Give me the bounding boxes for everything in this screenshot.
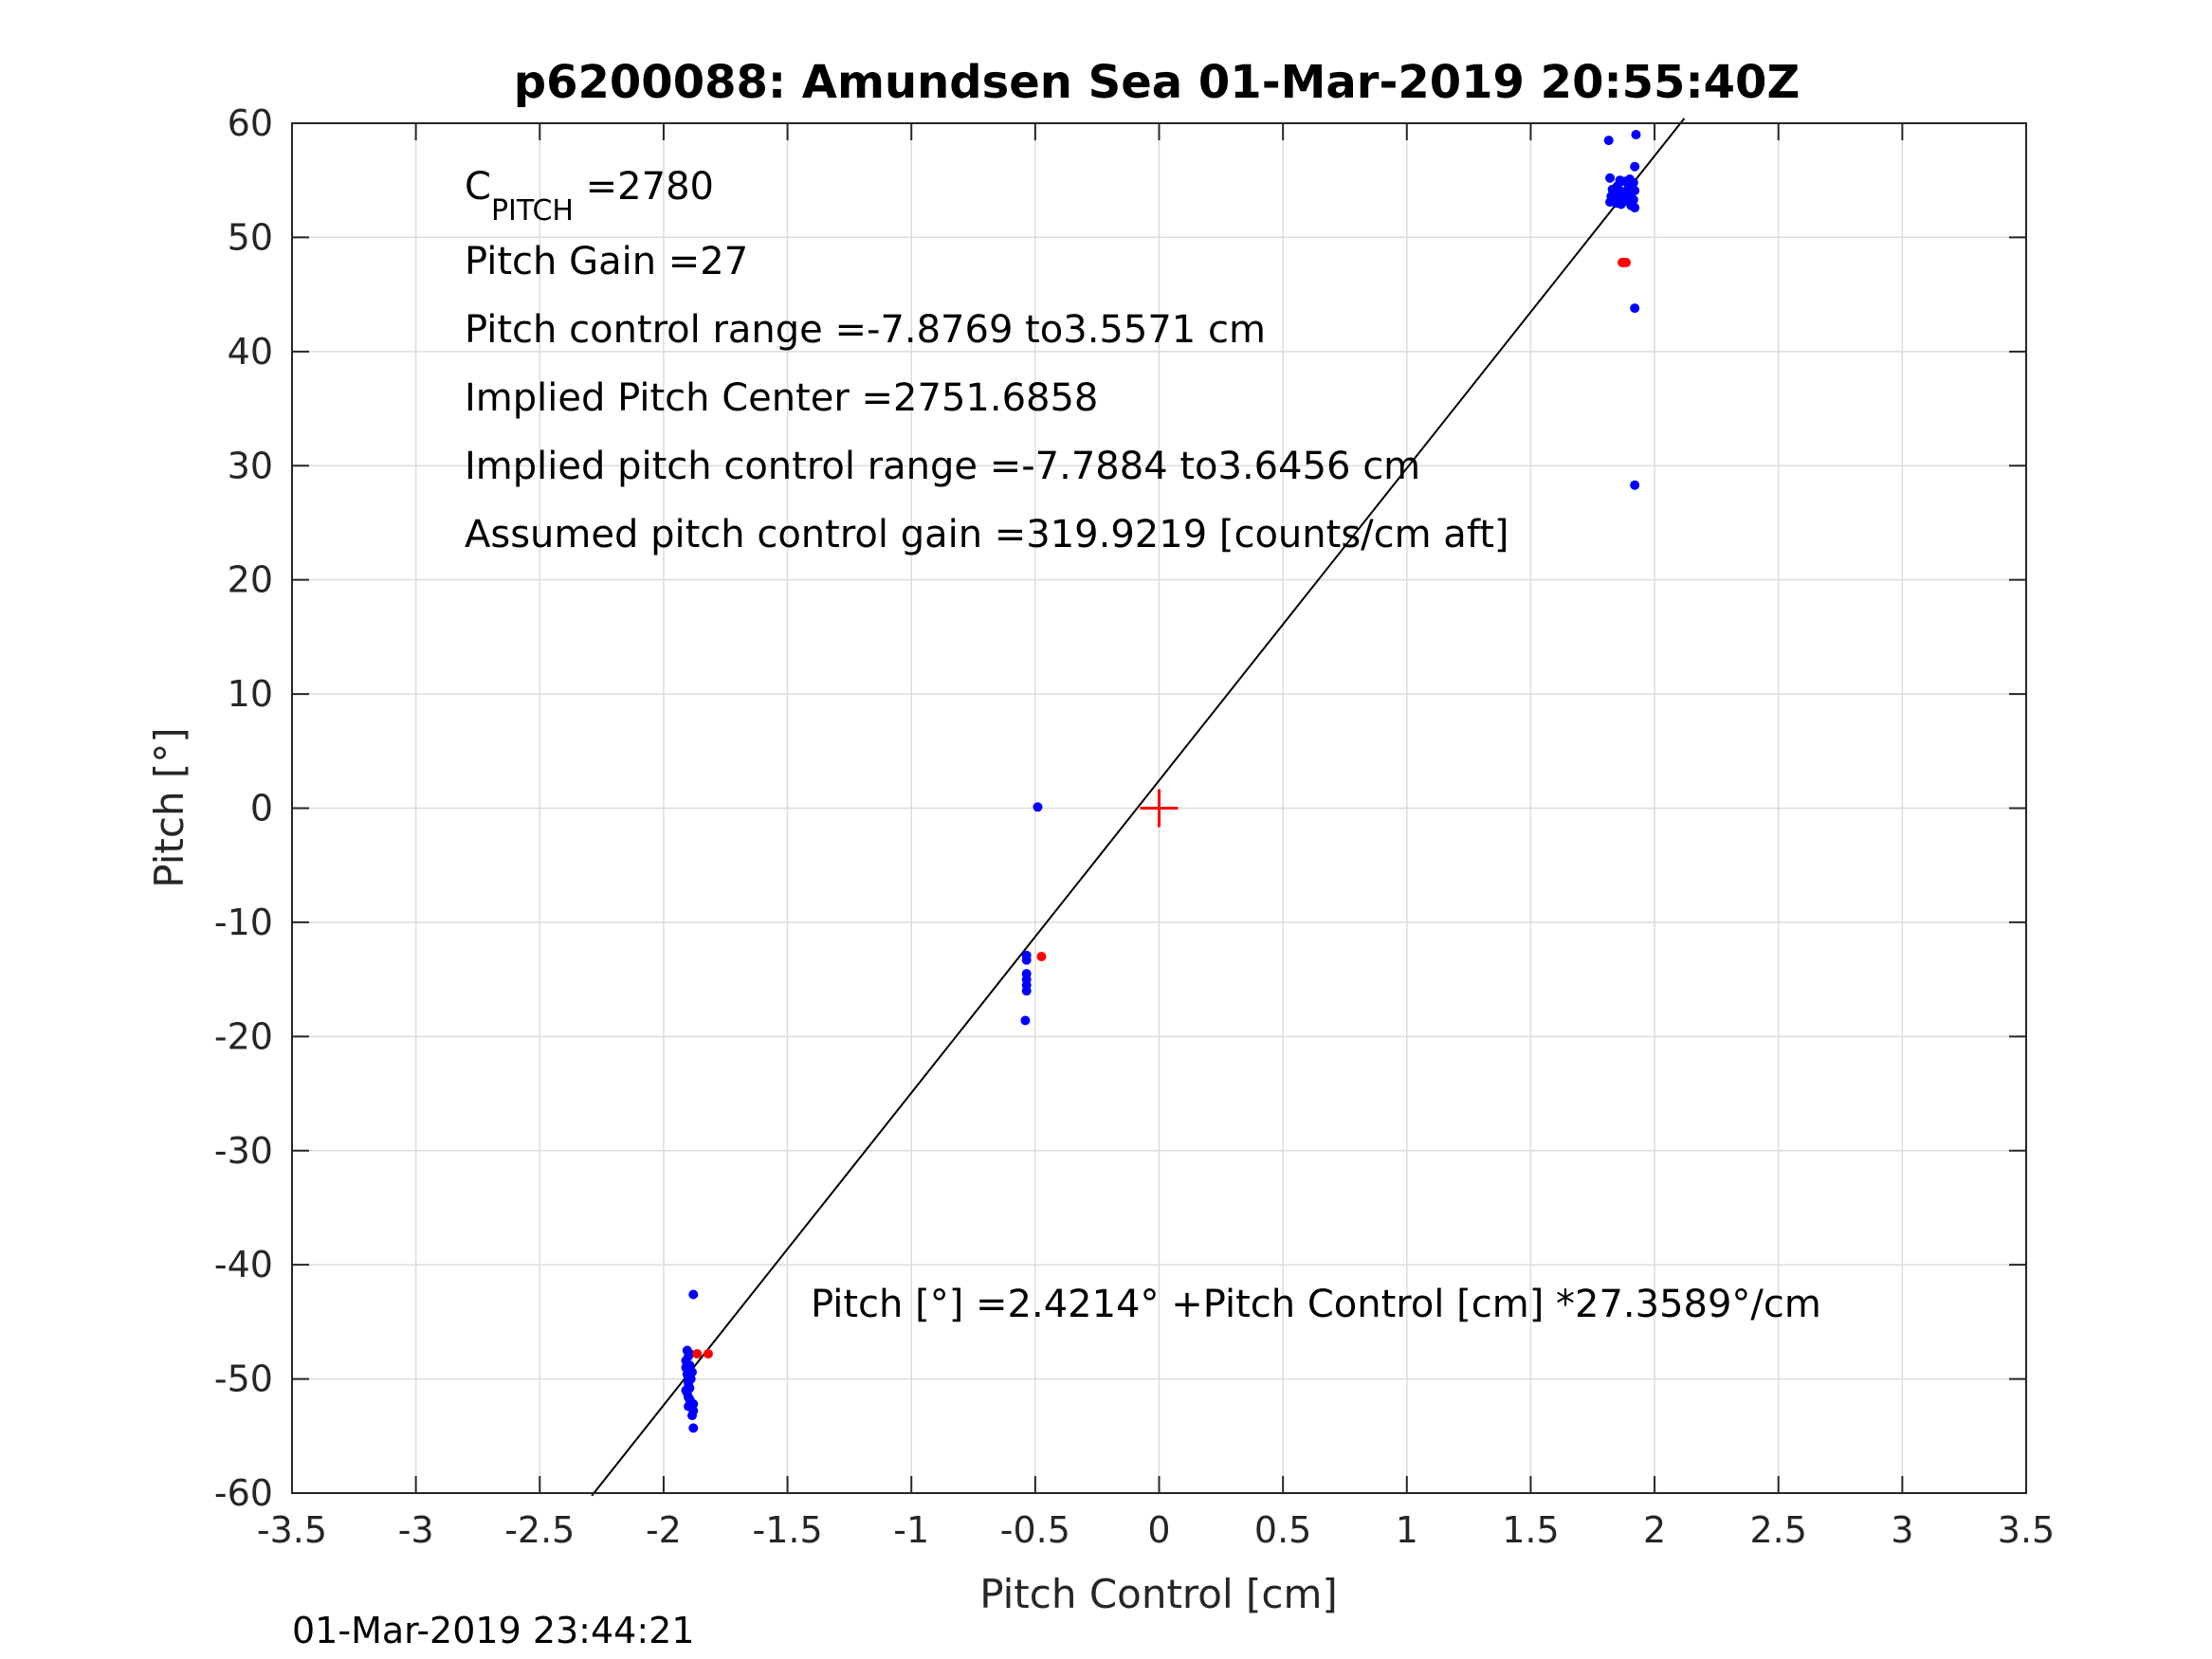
chart-title: p6200088: Amundsen Sea 01-Mar-2019 20:55… <box>514 56 1801 109</box>
timestamp: 01-Mar-2019 23:44:21 <box>292 1610 695 1651</box>
x-axis-label: Pitch Control [cm] <box>979 1571 1338 1617</box>
pitch-gain-annotation: Pitch Gain =27 <box>465 240 748 283</box>
fit-line <box>591 118 1686 1497</box>
assumed-gain-annotation: Assumed pitch control gain =319.9219 [co… <box>465 513 1508 556</box>
y-tick-label: -50 <box>214 1358 273 1400</box>
blue-data-point <box>685 1349 695 1359</box>
c-pitch-value: =2780 <box>574 165 714 209</box>
blue-data-point <box>686 1367 697 1377</box>
c-pitch-subscript: PITCH <box>491 194 574 228</box>
red-data-point <box>692 1349 703 1359</box>
x-tick-label: -3 <box>398 1509 434 1551</box>
blue-data-point <box>686 1411 697 1421</box>
x-tick-label: 3.5 <box>1998 1509 2055 1551</box>
y-tick-label: 20 <box>228 559 273 601</box>
x-tick-label: 2 <box>1643 1509 1666 1551</box>
blue-data-point <box>1630 480 1640 490</box>
axis-ticks <box>291 122 2027 1494</box>
c-pitch-main: C <box>465 165 491 209</box>
y-tick-label: 10 <box>228 673 273 715</box>
x-tick-label: 0.5 <box>1254 1509 1311 1551</box>
blue-data-point <box>1021 955 1032 965</box>
x-tick-label: -2 <box>646 1509 682 1551</box>
y-axis-label: Pitch [°] <box>146 727 192 887</box>
x-tick-label: 3 <box>1891 1509 1913 1551</box>
fit-equation-annotation: Pitch [°] =2.4214° +Pitch Control [cm] *… <box>811 1283 1821 1326</box>
y-tick-label: 40 <box>228 331 273 373</box>
blue-data-point <box>1020 1015 1031 1026</box>
blue-data-point <box>688 1289 699 1300</box>
center-marker-group <box>1140 789 1179 828</box>
y-tick-label: -10 <box>214 902 273 943</box>
x-tick-label: -1.5 <box>752 1509 822 1551</box>
y-tick-label: -20 <box>214 1015 273 1057</box>
blue-data-point <box>1630 203 1640 213</box>
red-data-point <box>1618 257 1629 267</box>
red-data-point <box>1036 952 1047 962</box>
x-tick-label: -3.5 <box>257 1509 327 1551</box>
blue-data-point <box>1631 130 1641 140</box>
y-tick-label: 0 <box>250 788 273 830</box>
blue-data-point <box>1033 802 1043 812</box>
x-tick-label: 2.5 <box>1749 1509 1806 1551</box>
y-tick-label: -40 <box>214 1244 273 1285</box>
y-tick-label: 50 <box>228 216 273 258</box>
x-tick-label: -1 <box>893 1509 929 1551</box>
y-tick-label: 30 <box>228 445 273 486</box>
blue-data-point <box>1021 986 1032 996</box>
x-tick-label: 1.5 <box>1502 1509 1559 1551</box>
x-tick-labels: -3.5 -3 -2.5 -2 -1.5 -1 -0.5 0 0.5 1 1.5 2 2.5 3 3.5 <box>257 1509 2055 1551</box>
x-tick-label: -0.5 <box>1000 1509 1070 1551</box>
y-tick-label: 60 <box>228 102 273 144</box>
implied-control-range-annotation: Implied pitch control range =-7.7884 to3… <box>465 445 1420 488</box>
blue-data-point <box>1630 303 1640 314</box>
c-pitch-annotation: CPITCH =2780 <box>465 165 714 228</box>
x-tick-label: 0 <box>1147 1509 1170 1551</box>
y-tick-label: -60 <box>214 1472 273 1514</box>
blue-data-point <box>681 1385 691 1395</box>
blue-data-point <box>1630 161 1640 172</box>
data-points <box>681 130 1641 1433</box>
x-tick-label: -2.5 <box>504 1509 575 1551</box>
blue-data-point <box>688 1423 699 1433</box>
blue-data-point <box>684 1376 694 1386</box>
fit-line-group <box>591 118 1686 1497</box>
blue-data-point <box>1603 136 1614 146</box>
blue-data-point <box>1605 173 1616 183</box>
red-data-point <box>703 1349 713 1359</box>
pitch-control-range-annotation: Pitch control range =-7.8769 to3.5571 cm <box>465 308 1266 352</box>
blue-data-point <box>688 1399 699 1410</box>
y-tick-labels: -60 -50 -40 -30 -20 -10 0 10 20 30 40 50 60 <box>214 102 273 1514</box>
implied-pitch-center-annotation: Implied Pitch Center =2751.6858 <box>465 376 1098 420</box>
y-tick-label: -30 <box>214 1130 273 1172</box>
x-tick-label: 1 <box>1396 1509 1418 1551</box>
